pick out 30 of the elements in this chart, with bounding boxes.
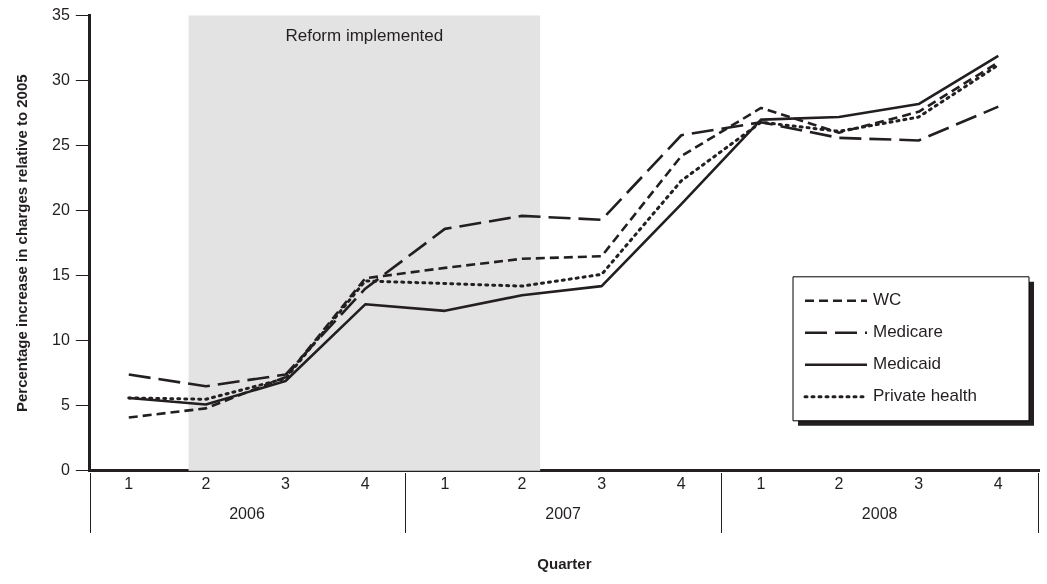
x-tick-label: 4	[993, 474, 1003, 492]
x-axis-title: Quarter	[537, 555, 592, 573]
x-tick-label: 1	[440, 474, 450, 492]
text: 2007	[545, 505, 581, 523]
y-tick-label: 20	[52, 201, 70, 219]
x-tick-label: 4	[676, 474, 686, 492]
x-tick-label: 3	[281, 474, 291, 492]
legend-label: Private health	[873, 386, 977, 406]
y-tick-label: 0	[60, 461, 70, 479]
x-tick-label: 1	[756, 474, 766, 492]
legend-label: Medicare	[873, 322, 943, 342]
y-tick-label: 5	[60, 396, 70, 414]
y-tick-label: 15	[52, 266, 70, 284]
y-tick-label: 35	[52, 6, 70, 24]
x-tick-label: 3	[597, 474, 607, 492]
x-tick-label: 2	[517, 474, 527, 492]
x-tick-label: 2	[201, 474, 211, 492]
x-tick-label: 3	[914, 474, 924, 492]
y-axis-title: Percentage increase in charges relative to 2005	[13, 74, 31, 413]
y-tick-label: 30	[52, 71, 70, 89]
x-tick-label: 2	[834, 474, 844, 492]
text: 2006	[229, 505, 265, 523]
legend-label: Medicaid	[873, 354, 942, 374]
y-tick-label: 25	[52, 136, 70, 154]
x-tick-label: 4	[360, 474, 370, 492]
legend-label: WC	[873, 290, 902, 310]
band-label: Reform implemented	[285, 25, 444, 45]
y-tick-label: 10	[52, 331, 70, 349]
text: 2008	[861, 505, 898, 523]
x-tick-label: 1	[124, 474, 134, 492]
